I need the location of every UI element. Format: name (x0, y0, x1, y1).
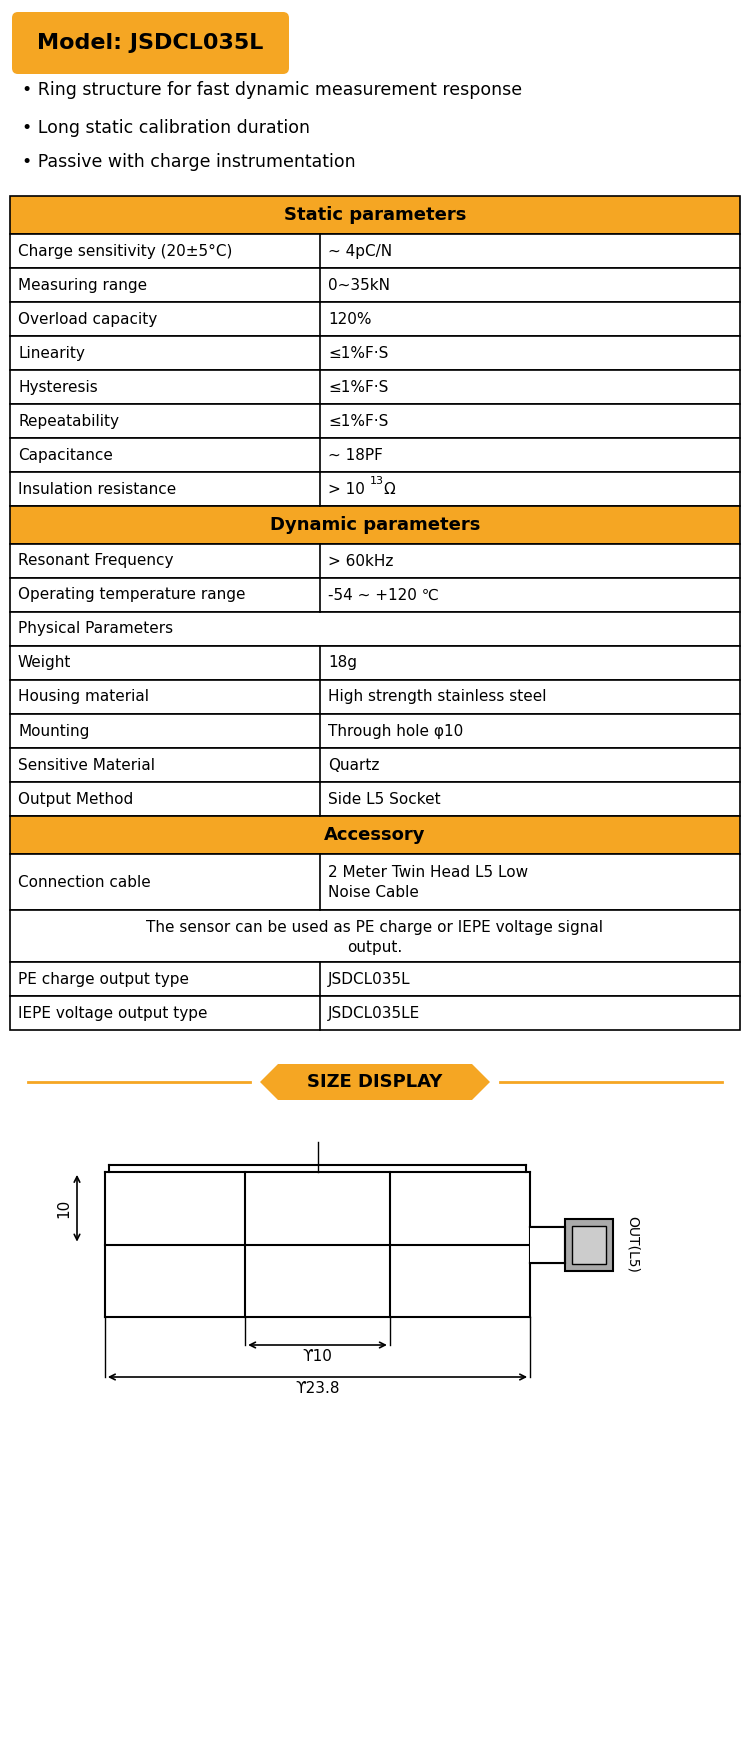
Text: Through hole φ10: Through hole φ10 (328, 724, 464, 738)
FancyBboxPatch shape (10, 403, 740, 438)
Text: The sensor can be used as PE charge or IEPE voltage signal: The sensor can be used as PE charge or I… (146, 920, 604, 934)
Text: Physical Parameters: Physical Parameters (18, 622, 173, 636)
Text: 2 Meter Twin Head L5 Low: 2 Meter Twin Head L5 Low (328, 864, 528, 880)
FancyBboxPatch shape (10, 647, 740, 680)
Text: ≤1%F·S: ≤1%F·S (328, 379, 388, 394)
FancyBboxPatch shape (10, 302, 740, 337)
FancyBboxPatch shape (10, 196, 740, 233)
Text: Connection cable: Connection cable (18, 875, 151, 889)
FancyBboxPatch shape (530, 1227, 565, 1262)
Text: • Ring structure for fast dynamic measurement response: • Ring structure for fast dynamic measur… (22, 81, 522, 98)
Text: output.: output. (347, 940, 403, 954)
Text: Mounting: Mounting (18, 724, 89, 738)
Text: ~ 4pC/N: ~ 4pC/N (328, 244, 392, 258)
Text: 0~35kN: 0~35kN (328, 277, 390, 293)
FancyBboxPatch shape (10, 782, 740, 815)
Text: Accessory: Accessory (324, 826, 426, 843)
Text: > 60kHz: > 60kHz (328, 554, 393, 568)
Text: Dynamic parameters: Dynamic parameters (270, 515, 480, 535)
FancyBboxPatch shape (572, 1225, 606, 1264)
FancyBboxPatch shape (10, 962, 740, 996)
FancyBboxPatch shape (10, 438, 740, 472)
Text: Weight: Weight (18, 656, 71, 670)
Text: Housing material: Housing material (18, 689, 149, 705)
Text: ≤1%F·S: ≤1%F·S (328, 414, 388, 428)
Text: ϒ10: ϒ10 (302, 1350, 332, 1364)
Text: ≤1%F·S: ≤1%F·S (328, 345, 388, 361)
Text: OUT(L5): OUT(L5) (626, 1217, 640, 1273)
Text: Static parameters: Static parameters (284, 207, 466, 224)
Text: IEPE voltage output type: IEPE voltage output type (18, 1006, 208, 1020)
FancyBboxPatch shape (10, 233, 740, 268)
FancyBboxPatch shape (10, 749, 740, 782)
Text: ~ 18PF: ~ 18PF (328, 447, 382, 463)
Text: Model: JSDCL035L: Model: JSDCL035L (38, 33, 264, 53)
FancyBboxPatch shape (10, 268, 740, 302)
Text: Ω: Ω (383, 482, 394, 496)
Text: Side L5 Socket: Side L5 Socket (328, 792, 441, 806)
FancyBboxPatch shape (10, 543, 740, 578)
FancyBboxPatch shape (12, 12, 289, 74)
Text: 13: 13 (370, 477, 384, 486)
FancyBboxPatch shape (10, 713, 740, 749)
Text: 120%: 120% (328, 312, 371, 326)
Text: High strength stainless steel: High strength stainless steel (328, 689, 547, 705)
FancyBboxPatch shape (10, 472, 740, 507)
FancyBboxPatch shape (10, 578, 740, 612)
Text: Sensitive Material: Sensitive Material (18, 757, 155, 773)
Text: Insulation resistance: Insulation resistance (18, 482, 176, 496)
FancyBboxPatch shape (18, 18, 283, 68)
Text: Charge sensitivity (20±5°C): Charge sensitivity (20±5°C) (18, 244, 232, 258)
Text: -54 ~ +120 ℃: -54 ~ +120 ℃ (328, 587, 439, 603)
Text: Capacitance: Capacitance (18, 447, 112, 463)
Text: PE charge output type: PE charge output type (18, 971, 189, 987)
Text: Quartz: Quartz (328, 757, 380, 773)
Text: Measuring range: Measuring range (18, 277, 147, 293)
FancyBboxPatch shape (10, 337, 740, 370)
Text: JSDCL035LE: JSDCL035LE (328, 1006, 420, 1020)
Text: Output Method: Output Method (18, 792, 134, 806)
Text: Operating temperature range: Operating temperature range (18, 587, 245, 603)
Text: JSDCL035L: JSDCL035L (328, 971, 411, 987)
FancyBboxPatch shape (10, 507, 740, 543)
Text: 18g: 18g (328, 656, 357, 670)
Text: Noise Cable: Noise Cable (328, 885, 419, 899)
FancyBboxPatch shape (10, 854, 740, 910)
Text: Repeatability: Repeatability (18, 414, 119, 428)
Text: > 10: > 10 (328, 482, 364, 496)
Text: 10: 10 (56, 1199, 71, 1218)
Text: • Passive with charge instrumentation: • Passive with charge instrumentation (22, 153, 355, 172)
FancyBboxPatch shape (10, 910, 740, 962)
Text: Linearity: Linearity (18, 345, 85, 361)
Text: Resonant Frequency: Resonant Frequency (18, 554, 173, 568)
Text: ϒ23.8: ϒ23.8 (296, 1381, 340, 1395)
FancyBboxPatch shape (10, 815, 740, 854)
FancyBboxPatch shape (565, 1218, 613, 1271)
Polygon shape (260, 1064, 490, 1099)
FancyBboxPatch shape (10, 612, 740, 647)
Text: SIZE DISPLAY: SIZE DISPLAY (308, 1073, 442, 1090)
FancyBboxPatch shape (10, 370, 740, 403)
FancyBboxPatch shape (10, 680, 740, 713)
Text: Hysteresis: Hysteresis (18, 379, 98, 394)
FancyBboxPatch shape (10, 996, 740, 1031)
Text: • Long static calibration duration: • Long static calibration duration (22, 119, 310, 137)
Text: Overload capacity: Overload capacity (18, 312, 158, 326)
